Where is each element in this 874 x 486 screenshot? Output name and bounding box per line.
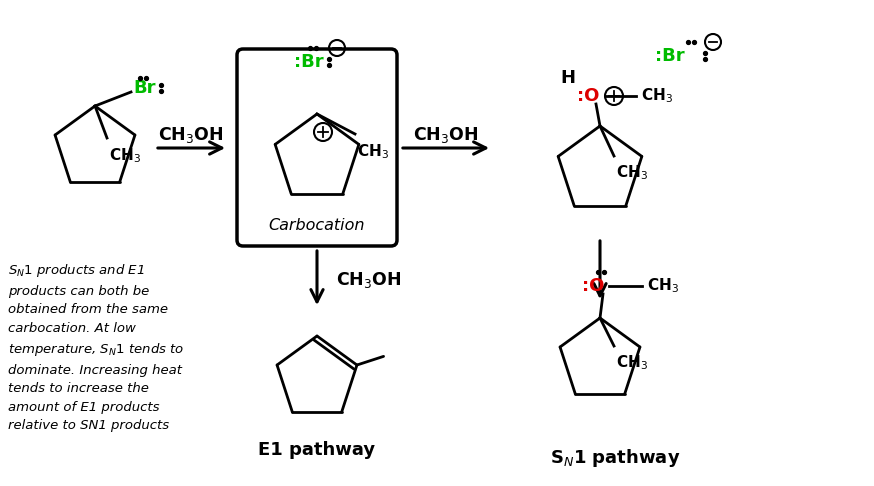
- Text: CH$_3$OH: CH$_3$OH: [336, 270, 402, 290]
- Text: Br: Br: [133, 79, 156, 97]
- Text: CH$_3$: CH$_3$: [616, 163, 648, 182]
- Text: CH$_3$: CH$_3$: [616, 353, 648, 372]
- Text: :Br: :Br: [655, 47, 684, 65]
- Text: Carbocation: Carbocation: [268, 218, 365, 232]
- Text: :O: :O: [577, 87, 600, 105]
- Text: E1 pathway: E1 pathway: [259, 441, 376, 459]
- Text: $S_N1$ products and E1
products can both be
obtained from the same
carbocation. : $S_N1$ products and E1 products can both…: [8, 262, 184, 432]
- Text: H: H: [560, 69, 575, 87]
- Text: CH$_3$: CH$_3$: [109, 146, 141, 165]
- Text: CH$_3$: CH$_3$: [641, 87, 673, 105]
- Text: CH$_3$OH: CH$_3$OH: [413, 125, 479, 145]
- Text: :O: :O: [582, 277, 604, 295]
- Text: S$_N$1 pathway: S$_N$1 pathway: [550, 447, 680, 469]
- Text: :Br: :Br: [295, 53, 323, 71]
- Text: CH$_3$: CH$_3$: [357, 142, 389, 161]
- Text: CH$_3$OH: CH$_3$OH: [158, 125, 224, 145]
- Text: CH$_3$: CH$_3$: [647, 277, 679, 295]
